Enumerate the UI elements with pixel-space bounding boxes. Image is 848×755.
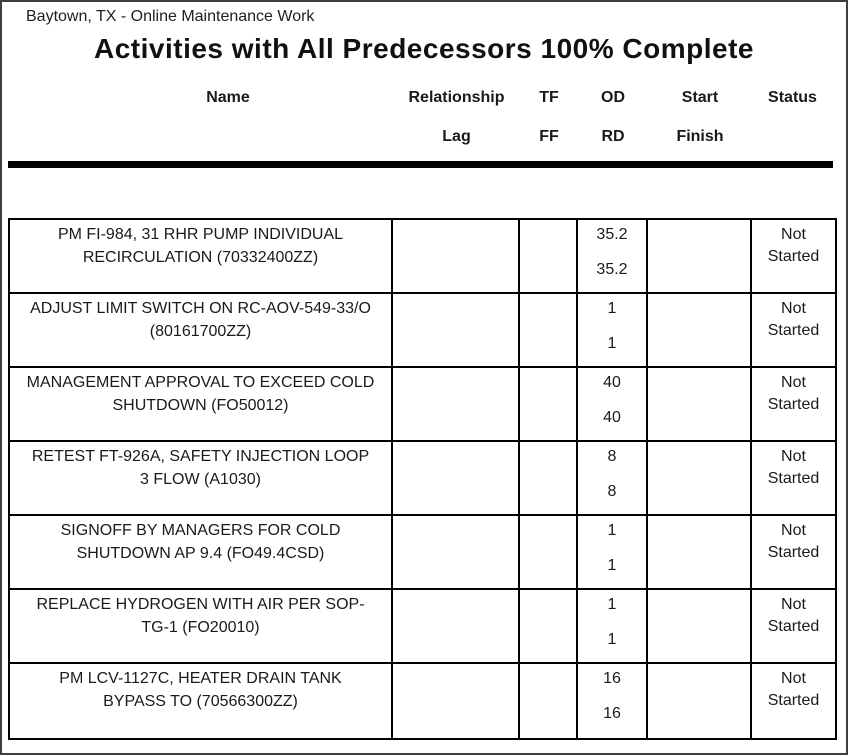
tf-ff-cell (520, 220, 578, 292)
activity-name-cell: ADJUST LIMIT SWITCH ON RC-AOV-549-33/O (… (10, 294, 393, 366)
start-finish-cell (648, 294, 752, 366)
status-cell: Not Started (767, 300, 820, 339)
header-start: Start (681, 89, 719, 106)
header-ff: FF (539, 128, 559, 145)
activity-name-cell: PM LCV-1127C, HEATER DRAIN TANK BYPASS T… (10, 664, 393, 738)
tf-ff-cell (520, 294, 578, 366)
column-headers-row-2: Lag FF RD Finish (8, 128, 846, 146)
od-value: 1 (607, 522, 617, 539)
rd-value: 1 (607, 631, 617, 648)
header-lag: Lag (442, 128, 471, 145)
start-finish-cell (648, 442, 752, 514)
header-status-spacer (752, 128, 833, 146)
od-value: 40 (603, 374, 621, 391)
table-row: PM LCV-1127C, HEATER DRAIN TANK BYPASS T… (10, 664, 835, 738)
rd-value: 35.2 (596, 261, 628, 278)
activity-name-cell: RETEST FT-926A, SAFETY INJECTION LOOP 3 … (10, 442, 393, 514)
header-name-spacer (8, 128, 393, 146)
activities-table: PM FI-984, 31 RHR PUMP INDIVIDUAL RECIRC… (8, 218, 837, 740)
tf-ff-cell (520, 590, 578, 662)
table-row: PM FI-984, 31 RHR PUMP INDIVIDUAL RECIRC… (10, 220, 835, 294)
tf-ff-cell (520, 664, 578, 738)
relationship-lag-cell (393, 294, 520, 366)
table-row: RETEST FT-926A, SAFETY INJECTION LOOP 3 … (10, 442, 835, 516)
od-rd-cell: 35.2 35.2 (578, 220, 648, 292)
relationship-lag-cell (393, 590, 520, 662)
start-finish-cell (648, 516, 752, 588)
status-cell: Not Started (767, 374, 820, 413)
relationship-lag-cell (393, 516, 520, 588)
activity-name-cell: SIGNOFF BY MANAGERS FOR COLD SHUTDOWN AP… (10, 516, 393, 588)
header-tf: TF (539, 89, 559, 106)
od-rd-cell: 1 1 (578, 590, 648, 662)
od-value: 35.2 (596, 226, 628, 243)
rd-value: 1 (607, 335, 617, 352)
activity-name-cell: PM FI-984, 31 RHR PUMP INDIVIDUAL RECIRC… (10, 220, 393, 292)
status-cell: Not Started (767, 448, 820, 487)
status-cell: Not Started (767, 226, 820, 265)
status-cell: Not Started (767, 670, 820, 709)
activity-name-cell: REPLACE HYDROGEN WITH AIR PER SOP- TG-1 … (10, 590, 393, 662)
start-finish-cell (648, 664, 752, 738)
rd-value: 8 (607, 483, 617, 500)
header-status: Status (768, 89, 817, 106)
table-row: SIGNOFF BY MANAGERS FOR COLD SHUTDOWN AP… (10, 516, 835, 590)
table-row: MANAGEMENT APPROVAL TO EXCEED COLD SHUTD… (10, 368, 835, 442)
header-od: OD (601, 89, 625, 106)
table-row: REPLACE HYDROGEN WITH AIR PER SOP- TG-1 … (10, 590, 835, 664)
header-relationship: Relationship (408, 89, 505, 106)
od-rd-cell: 8 8 (578, 442, 648, 514)
table-row: ADJUST LIMIT SWITCH ON RC-AOV-549-33/O (… (10, 294, 835, 368)
project-label: Baytown, TX - Online Maintenance Work (26, 8, 315, 25)
relationship-lag-cell (393, 664, 520, 738)
od-rd-cell: 40 40 (578, 368, 648, 440)
od-rd-cell: 16 16 (578, 664, 648, 738)
relationship-lag-cell (393, 442, 520, 514)
od-rd-cell: 1 1 (578, 294, 648, 366)
header-name: Name (206, 89, 250, 106)
tf-ff-cell (520, 368, 578, 440)
tf-ff-cell (520, 516, 578, 588)
header-rd: RD (601, 128, 625, 145)
rd-value: 16 (603, 705, 621, 722)
start-finish-cell (648, 220, 752, 292)
od-value: 1 (607, 300, 617, 317)
status-cell: Not Started (767, 596, 820, 635)
od-value: 8 (607, 448, 617, 465)
page-title: Activities with All Predecessors 100% Co… (94, 33, 754, 64)
relationship-lag-cell (393, 368, 520, 440)
activity-name-cell: MANAGEMENT APPROVAL TO EXCEED COLD SHUTD… (10, 368, 393, 440)
column-headers-row-1: Name Relationship TF OD Start Status (8, 89, 846, 107)
start-finish-cell (648, 590, 752, 662)
status-cell: Not Started (767, 522, 820, 561)
relationship-lag-cell (393, 220, 520, 292)
header-finish: Finish (676, 128, 724, 145)
od-value: 16 (603, 670, 621, 687)
od-value: 1 (607, 596, 617, 613)
rd-value: 1 (607, 557, 617, 574)
rd-value: 40 (603, 409, 621, 426)
od-rd-cell: 1 1 (578, 516, 648, 588)
header-separator-rule (8, 161, 833, 168)
start-finish-cell (648, 368, 752, 440)
tf-ff-cell (520, 442, 578, 514)
